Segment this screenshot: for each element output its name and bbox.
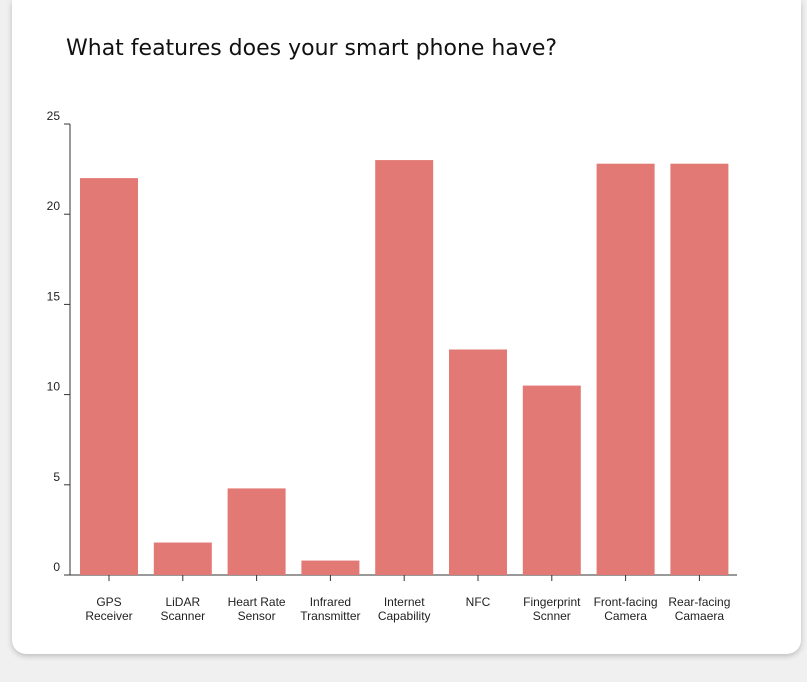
y-tick-label: 25 <box>47 109 61 123</box>
x-tick-label-line: Fingerprint <box>523 595 581 609</box>
x-tick-label-line: Infrared <box>310 595 351 609</box>
x-tick-label: NFC <box>466 595 491 609</box>
x-tick-label-line: Rear-facing <box>668 595 730 609</box>
x-tick-label: GPS Receiver <box>85 595 132 623</box>
bar <box>522 385 581 575</box>
chart-title: What features does your smart phone have… <box>66 36 558 61</box>
y-tick-label: 5 <box>53 470 60 484</box>
bar <box>227 488 286 575</box>
x-tick-label-line: Camera <box>604 609 647 623</box>
bar <box>153 542 212 575</box>
y-tick-label: 10 <box>47 380 61 394</box>
x-tick-label-line: Transmitter <box>300 609 360 623</box>
bar <box>80 178 138 575</box>
x-tick-label: LiDAR Scanner <box>160 595 205 623</box>
x-tick-label-line: Camaera <box>675 609 725 623</box>
x-tick-label-line: Capability <box>378 609 431 623</box>
x-tick-label-line: NFC <box>466 595 491 609</box>
bar <box>301 560 360 575</box>
x-tick-label-line: Sensor <box>238 609 276 623</box>
x-tick-label-line: GPS <box>96 595 121 609</box>
x-tick-label: Infrared Transmitter <box>300 595 360 623</box>
x-tick-label-line: Heart Rate <box>228 595 286 609</box>
bar <box>375 160 434 575</box>
y-tick-label: 0 <box>53 560 60 574</box>
x-tick-label: Heart Rate Sensor <box>228 595 286 623</box>
x-tick-label: Front-facing Camera <box>594 595 658 623</box>
x-tick-label: Internet Capability <box>378 595 431 623</box>
y-tick-label: 15 <box>47 289 61 303</box>
x-tick-label: Fingerprint Scnner <box>523 595 581 623</box>
x-tick-label-line: LiDAR <box>165 595 200 609</box>
y-tick-label: 20 <box>47 199 61 213</box>
x-tick-label-line: Internet <box>384 595 425 609</box>
bar <box>449 349 507 575</box>
x-tick-label-line: Scnner <box>533 609 571 623</box>
x-tick-label: Rear-facing Camaera <box>668 595 730 623</box>
bar <box>596 163 655 576</box>
x-tick-label-line: Front-facing <box>594 595 658 609</box>
bar <box>670 163 729 576</box>
x-tick-label-line: Receiver <box>85 609 132 623</box>
x-tick-label-line: Scanner <box>160 609 205 623</box>
